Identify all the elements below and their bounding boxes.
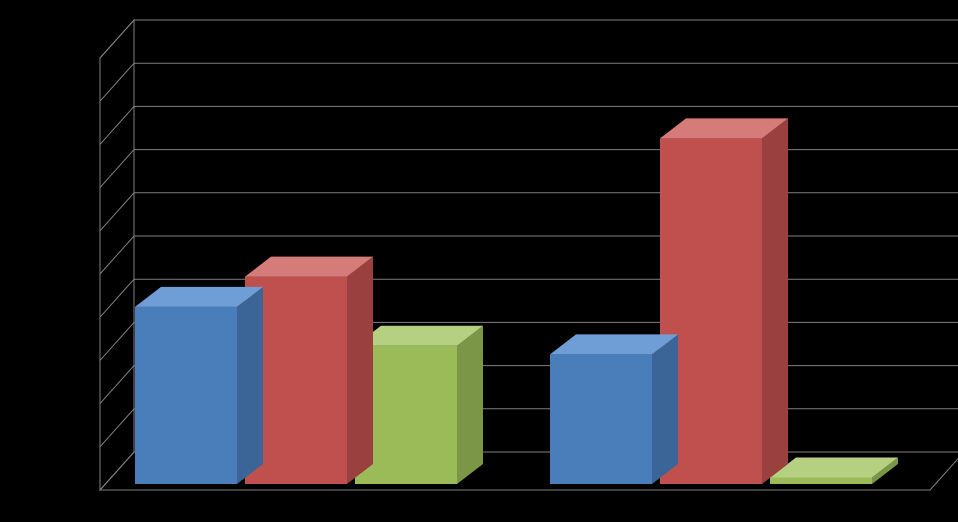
bar-g1-s0-front xyxy=(550,354,652,484)
chart-svg xyxy=(0,0,958,522)
bar-g0-s2-side xyxy=(457,326,483,484)
bar-g1-s0-side xyxy=(652,334,678,484)
bar-g0-s1-side xyxy=(347,257,373,484)
bar-g0-s0-front xyxy=(135,307,237,484)
bar-g1-s2-front xyxy=(770,478,872,484)
bar-g0-s0-side xyxy=(237,287,263,484)
bar-g1-s1-side xyxy=(762,118,788,484)
chart-3d-bar xyxy=(0,0,958,522)
